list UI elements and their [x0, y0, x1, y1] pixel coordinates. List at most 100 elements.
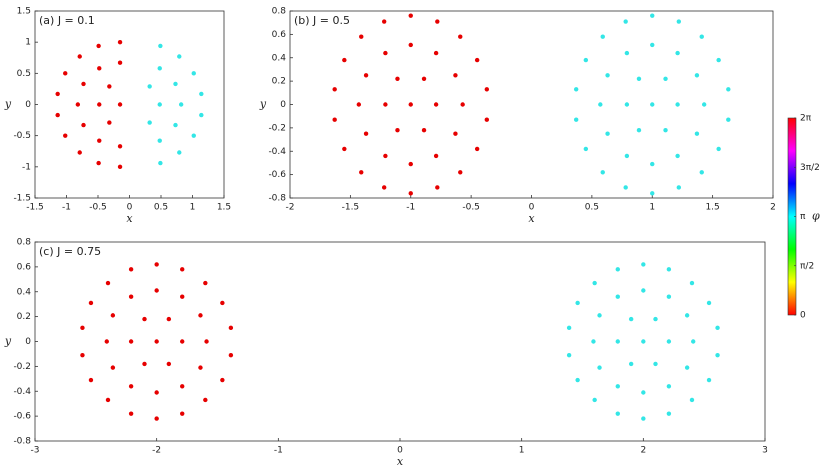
point: [653, 361, 658, 367]
point: [117, 164, 123, 170]
point: [650, 161, 655, 167]
point: [117, 144, 123, 149]
x-tick-label: -2: [152, 446, 161, 456]
point: [178, 102, 184, 107]
point: [592, 280, 597, 286]
point: [363, 73, 369, 78]
x-tick-label: -0.5: [462, 203, 480, 213]
y-tick-label: 0.6: [272, 30, 287, 40]
point: [342, 146, 347, 152]
x-tick-label: 1.5: [217, 203, 231, 213]
point: [363, 131, 369, 136]
point: [96, 43, 101, 49]
point: [663, 76, 668, 81]
point: [157, 102, 162, 107]
point: [474, 57, 480, 63]
point: [158, 160, 163, 166]
point: [198, 365, 203, 370]
point: [180, 294, 185, 299]
point: [641, 262, 646, 267]
y-tick-label: -0.4: [268, 147, 286, 157]
colorbar-tick-label: π: [800, 212, 806, 222]
point: [474, 146, 480, 152]
point: [128, 384, 134, 389]
point: [573, 117, 579, 122]
point: [383, 102, 388, 107]
point: [597, 365, 602, 370]
point: [128, 339, 134, 344]
y-tick-label: 0.6: [17, 262, 32, 272]
panel-title: (b) J = 0.5: [294, 14, 350, 27]
point: [63, 133, 68, 138]
point: [726, 87, 731, 92]
point: [694, 73, 700, 78]
point: [180, 267, 185, 272]
point: [598, 102, 603, 107]
point: [666, 294, 672, 299]
point: [726, 117, 731, 122]
point: [180, 384, 185, 389]
point: [435, 19, 440, 24]
point: [641, 288, 646, 293]
point: [689, 280, 695, 286]
y-tick-label: 0.8: [17, 238, 32, 248]
point: [600, 34, 605, 39]
y-tick-label: 0: [280, 100, 286, 110]
y-tick-label: 0: [25, 100, 31, 110]
point: [154, 416, 159, 421]
y-tick-label: -0.5: [13, 131, 31, 141]
point: [81, 122, 86, 128]
point: [147, 120, 152, 125]
point: [641, 339, 646, 344]
point: [650, 102, 655, 107]
point: [173, 81, 178, 87]
point: [666, 411, 672, 416]
axes-box: [34, 241, 766, 442]
x-tick-label: -1: [406, 203, 415, 213]
point: [421, 76, 427, 81]
point: [142, 316, 147, 322]
point: [701, 102, 707, 107]
point: [605, 131, 610, 136]
point: [666, 384, 672, 389]
point: [650, 191, 655, 196]
y-axis-label: y: [4, 98, 12, 111]
point: [636, 128, 642, 133]
x-axis-label: x: [126, 212, 133, 225]
point: [583, 57, 589, 63]
point: [177, 150, 182, 155]
point: [228, 352, 234, 358]
point: [666, 267, 672, 272]
y-tick-label: -0.6: [268, 170, 286, 180]
point: [154, 339, 159, 344]
x-tick-label: -1: [62, 203, 71, 213]
x-tick-label: 0: [127, 203, 133, 213]
point: [332, 87, 337, 92]
y-axis-label: y: [259, 98, 267, 111]
y-tick-label: -0.2: [268, 123, 286, 133]
point: [356, 102, 362, 107]
point: [157, 66, 162, 71]
point: [675, 102, 680, 107]
point: [583, 146, 589, 152]
x-tick-label: 0: [397, 446, 403, 456]
point: [88, 300, 94, 306]
point: [166, 316, 172, 322]
point: [80, 352, 85, 358]
point: [592, 397, 597, 403]
point: [77, 150, 82, 155]
point: [220, 300, 225, 306]
x-tick-label: 1.5: [705, 203, 719, 213]
y-tick-label: -0.6: [13, 412, 31, 422]
point: [395, 76, 400, 81]
point: [97, 102, 102, 107]
point: [615, 384, 620, 389]
point: [641, 390, 646, 395]
point: [154, 262, 159, 267]
colorbar-tick-label: 3π/2: [800, 163, 820, 173]
point: [55, 112, 60, 118]
point: [675, 50, 680, 56]
point: [177, 54, 182, 59]
point: [591, 339, 596, 344]
